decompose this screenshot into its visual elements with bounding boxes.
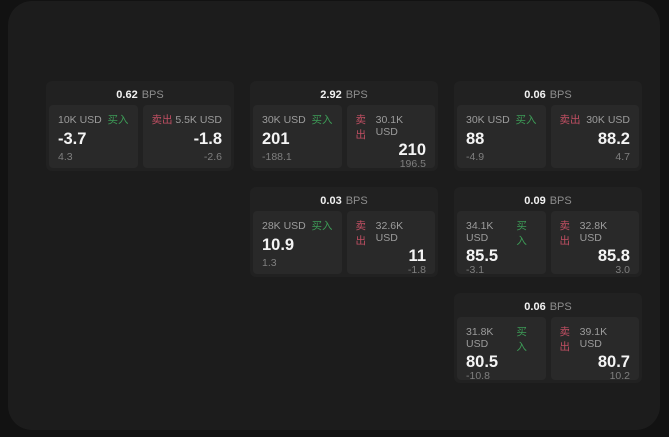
buy-quote: 88 <box>466 130 485 148</box>
sell-tile[interactable]: 卖出 32.8K USD 85.8 3.0 <box>550 211 639 276</box>
buy-tile[interactable]: 30K USD 买入 88 -4.9 <box>457 105 546 168</box>
quote-card: 0.03 BPS 28K USD 买入 10.9 1.3 卖出 32.6K US… <box>250 187 438 277</box>
bps-header: 0.62 BPS <box>49 84 231 105</box>
buy-quote: -3.7 <box>58 130 87 148</box>
bps-value: 0.62 <box>116 88 138 101</box>
buy-amount: 10K USD <box>58 114 102 126</box>
sell-side-label: 卖出 <box>559 114 581 126</box>
buy-amount: 30K USD <box>466 114 510 126</box>
sell-sub-value: 3.0 <box>615 263 630 276</box>
buy-sub-value: -10.8 <box>466 369 490 382</box>
sell-side-label: 卖出 <box>355 114 367 141</box>
sell-sub-value: 10.2 <box>609 369 630 382</box>
buy-side-label: 买入 <box>515 114 537 126</box>
buy-side-label: 买入 <box>311 220 333 232</box>
bps-header: 0.06 BPS <box>457 84 639 105</box>
bps-value: 0.06 <box>524 300 546 313</box>
sell-quote: 210 <box>398 141 426 159</box>
quote-card: 0.06 BPS 31.8K USD 买入 80.5 -10.8 卖出 39.1… <box>454 293 642 383</box>
bps-unit-label: BPS <box>141 88 164 101</box>
sell-quote: 11 <box>408 247 426 265</box>
buy-sub-value: -3.1 <box>466 263 485 276</box>
bps-unit-label: BPS <box>345 88 368 101</box>
bps-value: 0.09 <box>524 194 546 207</box>
sell-side-label: 卖出 <box>559 326 571 353</box>
sell-amount: 32.6K USD <box>375 220 404 244</box>
bps-unit-label: BPS <box>549 194 572 207</box>
buy-sub-value: 4.3 <box>58 150 73 163</box>
quote-card: 2.92 BPS 30K USD 买入 201 -188.1 卖出 30.1K … <box>250 81 438 171</box>
buy-tile[interactable]: 31.8K USD 买入 80.5 -10.8 <box>457 317 546 382</box>
sell-tile[interactable]: 卖出 39.1K USD 80.7 10.2 <box>550 317 639 382</box>
buy-side-label: 买入 <box>516 220 527 247</box>
sell-sub-value: 4.7 <box>615 150 630 163</box>
sell-side-label: 卖出 <box>559 220 571 247</box>
buy-sub-value: -4.9 <box>466 150 485 163</box>
bps-unit-label: BPS <box>549 88 572 101</box>
quote-card: 0.06 BPS 30K USD 买入 88 -4.9 卖出 30K USD 8… <box>454 81 642 171</box>
sell-quote: 80.7 <box>597 353 630 371</box>
buy-side-label: 买入 <box>516 326 527 353</box>
sell-quote: -1.8 <box>193 130 222 148</box>
bps-header: 2.92 BPS <box>253 84 435 105</box>
sell-amount: 39.1K USD <box>579 326 608 350</box>
bps-header: 0.03 BPS <box>253 190 435 211</box>
buy-quote: 80.5 <box>466 353 499 371</box>
bps-unit-label: BPS <box>345 194 368 207</box>
sell-sub-value: -2.6 <box>203 150 222 163</box>
sell-amount: 5.5K USD <box>175 114 222 126</box>
sell-tile[interactable]: 卖出 5.5K USD -1.8 -2.6 <box>142 105 231 168</box>
buy-quote: 85.5 <box>466 247 499 265</box>
buy-side-label: 买入 <box>107 114 129 126</box>
buy-tile[interactable]: 28K USD 买入 10.9 1.3 <box>253 211 342 274</box>
buy-sub-value: 1.3 <box>262 256 277 269</box>
bps-value: 2.92 <box>320 88 342 101</box>
sell-sub-value: -1.8 <box>407 263 426 276</box>
bps-value: 0.03 <box>320 194 342 207</box>
buy-quote: 201 <box>262 130 290 148</box>
sell-tile[interactable]: 卖出 30K USD 88.2 4.7 <box>550 105 639 168</box>
buy-amount: 30K USD <box>262 114 306 126</box>
bps-value: 0.06 <box>524 88 546 101</box>
sell-side-label: 卖出 <box>151 114 173 126</box>
app-window: 0.62 BPS 10K USD 买入 -3.7 4.3 卖出 5.5K USD… <box>8 1 660 430</box>
sell-side-label: 卖出 <box>355 220 367 247</box>
sell-amount: 30.1K USD <box>375 114 404 138</box>
sell-quote: 88.2 <box>597 130 630 148</box>
buy-amount: 31.8K USD <box>466 326 494 350</box>
quote-card: 0.09 BPS 34.1K USD 买入 85.5 -3.1 卖出 32.8K… <box>454 187 642 277</box>
buy-amount: 34.1K USD <box>466 220 494 244</box>
sell-sub-value: 196.5 <box>399 157 426 170</box>
sell-amount: 32.8K USD <box>579 220 608 244</box>
buy-amount: 28K USD <box>262 220 306 232</box>
bps-header: 0.06 BPS <box>457 296 639 317</box>
buy-tile[interactable]: 10K USD 买入 -3.7 4.3 <box>49 105 138 168</box>
bps-unit-label: BPS <box>549 300 572 313</box>
sell-amount: 30K USD <box>586 114 630 126</box>
bps-header: 0.09 BPS <box>457 190 639 211</box>
sell-quote: 85.8 <box>597 247 630 265</box>
quote-card: 0.62 BPS 10K USD 买入 -3.7 4.3 卖出 5.5K USD… <box>46 81 234 171</box>
buy-sub-value: -188.1 <box>262 150 292 163</box>
buy-tile[interactable]: 34.1K USD 买入 85.5 -3.1 <box>457 211 546 276</box>
buy-tile[interactable]: 30K USD 买入 201 -188.1 <box>253 105 342 168</box>
buy-side-label: 买入 <box>311 114 333 126</box>
buy-quote: 10.9 <box>262 236 295 254</box>
sell-tile[interactable]: 卖出 32.6K USD 11 -1.8 <box>346 211 435 276</box>
sell-tile[interactable]: 卖出 30.1K USD 210 196.5 <box>346 105 435 170</box>
